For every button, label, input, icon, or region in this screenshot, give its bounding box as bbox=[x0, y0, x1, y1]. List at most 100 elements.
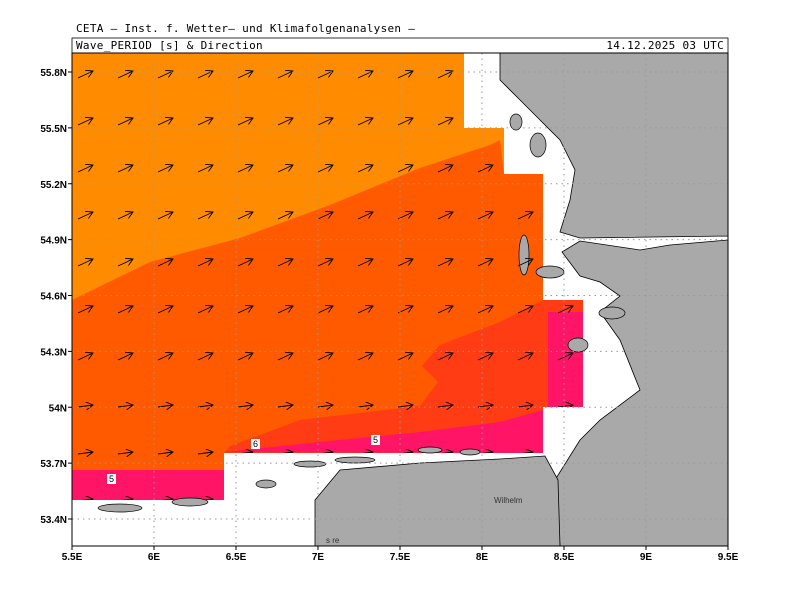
period-zone-mid bbox=[72, 140, 543, 470]
direction-arrow bbox=[277, 71, 293, 79]
direction-arrow bbox=[77, 118, 93, 126]
direction-arrow bbox=[117, 306, 133, 314]
direction-arrow bbox=[277, 118, 293, 126]
lat-tick-label: 55.5N bbox=[40, 124, 67, 135]
direction-arrow bbox=[197, 405, 213, 407]
direction-arrow bbox=[77, 259, 93, 267]
lon-tick-label: 5.5E bbox=[62, 552, 83, 563]
lat-tick-label: 54.6N bbox=[40, 292, 67, 303]
direction-arrow bbox=[77, 353, 93, 361]
island bbox=[529, 132, 547, 158]
island bbox=[255, 479, 277, 489]
direction-arrow bbox=[357, 165, 373, 173]
direction-arrow bbox=[117, 118, 133, 126]
direction-arrow bbox=[397, 118, 413, 126]
direction-arrow bbox=[317, 353, 333, 361]
direction-arrow bbox=[117, 499, 133, 500]
island bbox=[509, 113, 523, 131]
direction-arrow bbox=[157, 165, 173, 173]
island bbox=[535, 265, 565, 279]
direction-arrow bbox=[197, 452, 213, 454]
contour-label-bg bbox=[107, 474, 116, 484]
direction-arrow bbox=[77, 452, 93, 454]
contour-label-bg bbox=[251, 439, 260, 449]
land-mainland bbox=[499, 53, 728, 546]
direction-arrow bbox=[77, 165, 93, 173]
direction-arrow bbox=[517, 212, 533, 220]
direction-arrow bbox=[557, 353, 573, 361]
direction-arrow bbox=[317, 165, 333, 173]
lon-tick-label: 9E bbox=[640, 552, 653, 563]
direction-arrow bbox=[117, 212, 133, 220]
axis-labels: 5.5E 6E 6.5E 7E 7.5E 8E 8.5E 9E 9.5E55.8N55.5N55… bbox=[40, 68, 738, 563]
direction-arrow bbox=[397, 71, 413, 79]
island bbox=[97, 503, 143, 513]
direction-arrow bbox=[357, 259, 373, 267]
direction-arrow bbox=[197, 212, 213, 220]
direction-arrow bbox=[357, 306, 373, 314]
islands bbox=[97, 113, 626, 513]
direction-arrow bbox=[317, 405, 333, 407]
direction-arrow bbox=[237, 353, 253, 361]
direction-arrow bbox=[277, 405, 293, 407]
direction-arrow bbox=[437, 165, 453, 173]
direction-arrow bbox=[117, 71, 133, 79]
direction-arrow bbox=[437, 405, 453, 407]
direction-arrow bbox=[77, 71, 93, 79]
island bbox=[518, 234, 530, 276]
direction-arrow bbox=[477, 405, 493, 407]
direction-arrow bbox=[517, 405, 533, 407]
direction-arrow bbox=[157, 405, 173, 407]
lon-tick-label: 6.5E bbox=[226, 552, 247, 563]
period-zone-low bbox=[224, 300, 583, 453]
direction-arrow bbox=[357, 212, 373, 220]
island bbox=[598, 306, 626, 320]
direction-arrow bbox=[277, 259, 293, 267]
direction-arrow bbox=[517, 259, 533, 267]
direction-arrow bbox=[477, 165, 493, 173]
direction-arrow bbox=[277, 165, 293, 173]
direction-arrow bbox=[237, 405, 253, 407]
direction-arrow bbox=[197, 259, 213, 267]
lat-tick-label: 53.4N bbox=[40, 515, 67, 526]
contour-label: 6 bbox=[253, 439, 258, 449]
direction-arrow bbox=[317, 212, 333, 220]
direction-arrow bbox=[157, 71, 173, 79]
map-title: Wave_PERIOD [s] & Direction bbox=[76, 39, 263, 52]
direction-arrow bbox=[277, 353, 293, 361]
lon-tick-label: 8E bbox=[476, 552, 489, 563]
direction-arrow bbox=[237, 259, 253, 267]
island bbox=[567, 337, 589, 353]
lon-tick-label: 6E bbox=[148, 552, 161, 563]
direction-arrow bbox=[237, 71, 253, 79]
contour-label: 5 bbox=[373, 435, 378, 445]
direction-arrow bbox=[237, 165, 253, 173]
direction-arrow bbox=[237, 212, 253, 220]
island bbox=[171, 497, 209, 507]
lon-tick-label: 8.5E bbox=[554, 552, 575, 563]
direction-arrow bbox=[277, 212, 293, 220]
direction-arrow bbox=[557, 306, 573, 314]
direction-arrow bbox=[277, 306, 293, 314]
direction-arrow bbox=[197, 353, 213, 361]
direction-arrow bbox=[397, 405, 413, 407]
island bbox=[293, 460, 327, 468]
lat-tick-label: 53.7N bbox=[40, 459, 67, 470]
contour-label-bg bbox=[371, 435, 380, 445]
direction-arrow bbox=[477, 353, 493, 361]
lon-tick-label: 7.5E bbox=[390, 552, 411, 563]
direction-arrow bbox=[237, 306, 253, 314]
direction-arrow bbox=[357, 353, 373, 361]
direction-arrow bbox=[157, 353, 173, 361]
lat-tick-label: 55.8N bbox=[40, 68, 67, 79]
direction-arrow bbox=[197, 499, 213, 500]
direction-arrow bbox=[437, 306, 453, 314]
direction-arrow bbox=[157, 212, 173, 220]
direction-arrow bbox=[517, 353, 533, 361]
timestamp: 14.12.2025 03 UTC bbox=[606, 39, 724, 52]
direction-arrow bbox=[357, 405, 373, 407]
direction-arrow bbox=[77, 405, 93, 407]
direction-arrow bbox=[477, 306, 493, 314]
contour-labels: 6 5 5 bbox=[107, 435, 380, 484]
